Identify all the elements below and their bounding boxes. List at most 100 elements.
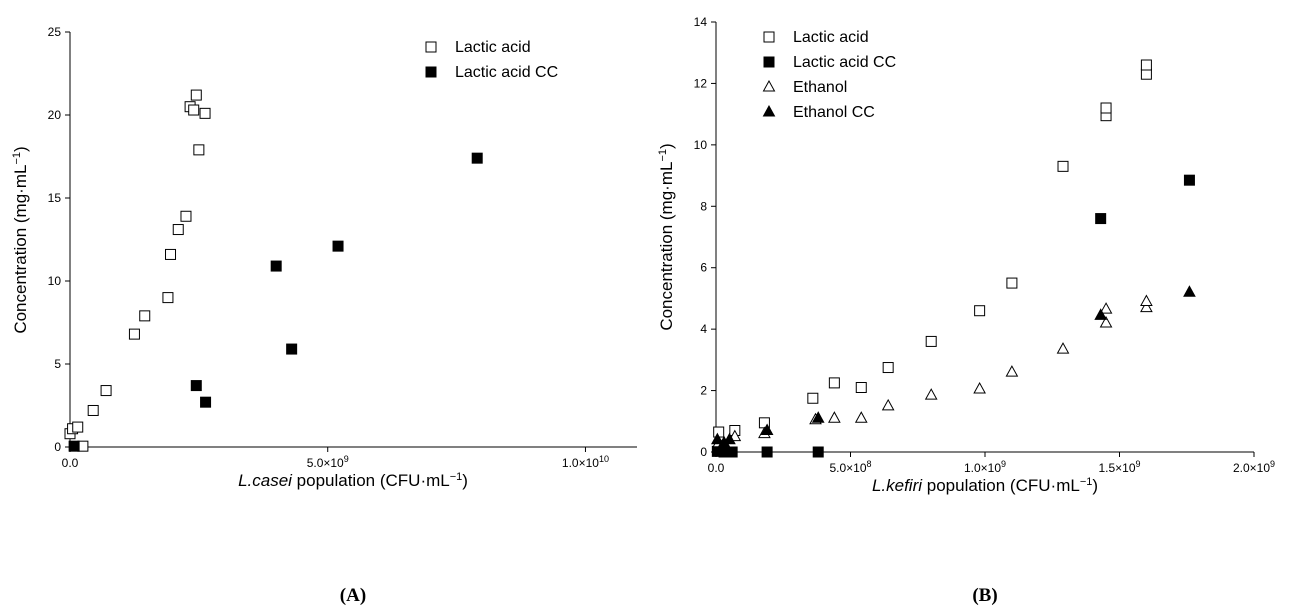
legend-item: Ethanol <box>762 79 847 96</box>
data-point <box>828 411 841 423</box>
legend-marker <box>763 56 775 68</box>
legend-marker <box>762 79 776 92</box>
data-point <box>68 440 80 452</box>
y-tick-label-a: 15 <box>48 191 62 205</box>
y-tick-label-b: 0 <box>700 445 707 459</box>
legend-label: Lactic acid CC <box>455 64 558 81</box>
data-point <box>162 292 174 304</box>
data-point <box>1140 294 1153 306</box>
y-tick-label-b: 10 <box>694 138 708 152</box>
data-point <box>180 210 192 222</box>
data-point <box>828 377 840 389</box>
data-point <box>974 305 986 317</box>
legend-marker <box>425 66 437 78</box>
data-point <box>332 240 344 252</box>
data-point <box>1140 59 1152 71</box>
series-2-b <box>712 294 1153 448</box>
data-point <box>1057 160 1069 172</box>
data-point <box>87 404 99 416</box>
marks-b <box>710 59 1196 458</box>
data-point <box>193 144 205 156</box>
y-tick-label-a: 25 <box>48 25 62 39</box>
panel-label-a: (A) <box>340 585 366 606</box>
x-tick-label-b: 2.0×109 <box>1233 459 1275 475</box>
data-point <box>200 396 212 408</box>
data-point <box>1099 302 1113 314</box>
y-tick-label-b: 14 <box>694 15 708 29</box>
x-tick-label-a: 0.0 <box>62 456 79 470</box>
chart-panel-a: 0 5 10 15 20 25 0.0 5.0×109 1.0×1010 Concentrati… <box>11 25 637 606</box>
data-point <box>1094 308 1108 320</box>
ticks-a: 0 5 10 15 20 25 0.0 5.0×109 1.0×1010 <box>48 25 609 470</box>
data-point <box>1183 174 1195 186</box>
data-point <box>1183 285 1196 297</box>
data-point <box>760 423 774 435</box>
series-3-b <box>710 285 1196 448</box>
data-point <box>807 392 819 404</box>
legend-label: Lactic acid CC <box>793 54 896 71</box>
series-1-b <box>711 174 1195 458</box>
data-point <box>72 421 84 433</box>
legend-item: Ethanol CC <box>762 104 875 121</box>
legend-item: Lactic acid CC <box>763 54 896 71</box>
data-point <box>854 411 868 423</box>
data-point <box>761 446 773 458</box>
data-point <box>1100 102 1112 114</box>
series-1-a <box>68 152 483 452</box>
data-point <box>172 224 184 236</box>
x-tick-label-a: 1.0×1010 <box>562 454 609 470</box>
data-point <box>881 398 895 411</box>
data-point <box>973 381 986 394</box>
y-tick-label-b: 2 <box>700 384 707 398</box>
data-point <box>855 382 867 393</box>
x-axis-title-a: L.casei population (CFU·mL−1) <box>238 471 468 490</box>
legend-label: Lactic acid <box>793 29 869 46</box>
data-point <box>924 388 938 400</box>
data-point <box>1140 300 1153 313</box>
data-point <box>199 107 211 119</box>
data-point <box>190 89 202 101</box>
series-0-a <box>64 89 211 452</box>
data-point <box>128 328 140 340</box>
data-point <box>471 152 483 164</box>
legend-marker <box>762 104 776 117</box>
ticks-b: 0 2 4 6 8 10 12 14 0.0 5.0×108 1.0×109 1.5×109 2.0×1… <box>694 15 1275 475</box>
y-tick-label-b: 4 <box>700 322 707 336</box>
data-point <box>139 310 151 322</box>
data-point <box>270 260 282 272</box>
legend-label: Ethanol CC <box>793 104 875 121</box>
y-tick-label-a: 10 <box>48 274 62 288</box>
data-point <box>1056 342 1070 354</box>
legend-b: Lactic acid Lactic acid CC Ethanol Ethanol … <box>762 29 896 121</box>
legend-marker <box>763 31 775 43</box>
y-tick-label-b: 6 <box>700 261 707 275</box>
x-axis-title-b: L.kefiri population (CFU·mL−1) <box>872 476 1098 495</box>
data-point <box>710 432 724 445</box>
data-point <box>723 432 736 445</box>
data-point <box>812 446 824 458</box>
x-tick-label-b: 0.0 <box>708 461 725 475</box>
y-tick-label-b: 8 <box>700 199 707 213</box>
data-point <box>165 248 177 260</box>
data-point <box>811 411 825 423</box>
legend-a: Lactic acid Lactic acid CC <box>425 39 558 81</box>
x-tick-label-b: 1.0×109 <box>964 459 1006 475</box>
data-point <box>100 385 112 397</box>
data-point <box>190 380 202 392</box>
y-tick-label-a: 0 <box>54 440 61 454</box>
legend-item: Lactic acid CC <box>425 64 558 81</box>
y-tick-label-b: 12 <box>694 76 708 90</box>
legend-item: Lactic acid <box>425 39 531 56</box>
y-axis-title-a: Concentration (mg·mL−1) <box>11 146 30 333</box>
marks-a <box>64 89 483 452</box>
x-tick-label-b: 5.0×108 <box>829 459 871 475</box>
data-point <box>188 104 200 116</box>
x-tick-label-b: 1.5×109 <box>1098 459 1140 475</box>
x-tick-label-a: 5.0×109 <box>307 454 349 470</box>
y-axis-title-b: Concentration (mg·mL−1) <box>657 143 676 330</box>
series-0-b <box>713 59 1152 438</box>
data-point <box>1005 365 1019 377</box>
data-point <box>1099 315 1113 328</box>
legend-label: Ethanol <box>793 79 847 96</box>
